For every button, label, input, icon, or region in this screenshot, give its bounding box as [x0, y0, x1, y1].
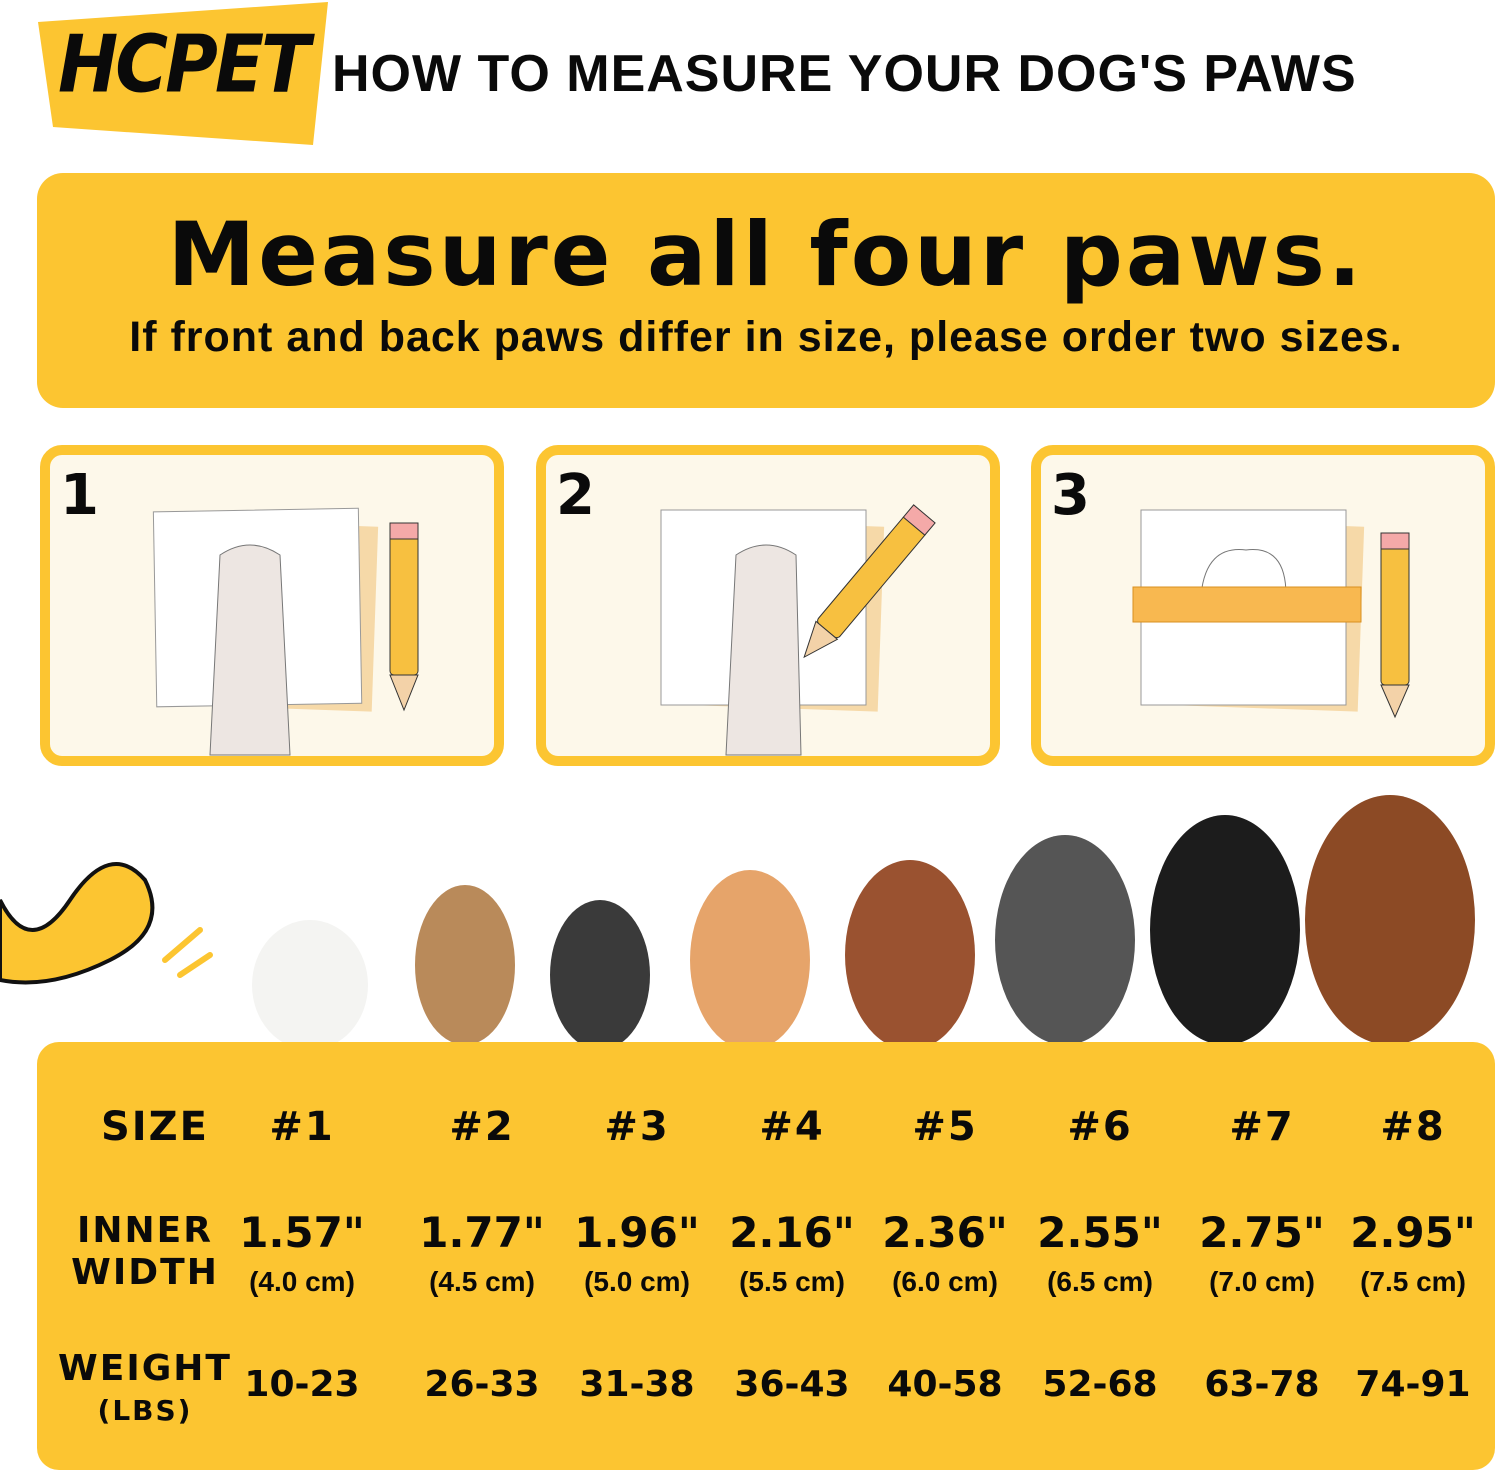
- weight-range: 40-58: [887, 1364, 1003, 1405]
- size-chart: SIZE INNER WIDTH WEIGHT (LBS) #1 1.57" (4.0 …: [37, 1042, 1495, 1470]
- pencil-icon: [1380, 532, 1410, 719]
- inner-width-cm: (6.0 cm): [892, 1266, 998, 1297]
- subline: If front and back paws differ in size, p…: [129, 313, 1403, 361]
- inner-width-inches: 1.57": [239, 1208, 365, 1257]
- weight-label: WEIGHT (LBS): [58, 1348, 232, 1432]
- size-value: #4: [759, 1104, 825, 1150]
- step-2-panel: 2: [536, 445, 1000, 766]
- step-3-panel: 3: [1031, 445, 1495, 766]
- paw-on-paper-illustration: [152, 507, 419, 756]
- inner-width-cm: (7.0 cm): [1209, 1266, 1315, 1297]
- inner-width-cm: (4.5 cm): [429, 1266, 535, 1297]
- weight-range: 26-33: [424, 1364, 540, 1405]
- step-number: 2: [556, 463, 595, 528]
- measure-outline-illustration: [1132, 509, 1410, 719]
- inner-width-inches: 1.77": [419, 1208, 545, 1257]
- dog-shiba: [690, 870, 810, 1045]
- brand-logo: HCPET: [58, 17, 310, 111]
- step-1-panel: 1: [40, 445, 504, 766]
- size-value: #6: [1067, 1104, 1133, 1150]
- inner-width-label: INNER WIDTH: [71, 1210, 219, 1294]
- inner-width-inches: 2.36": [882, 1208, 1008, 1257]
- pencil-icon: [803, 504, 936, 659]
- dog-schnauzer: [550, 900, 650, 1045]
- weight-range: 74-91: [1355, 1364, 1471, 1405]
- logo-background: [38, 2, 328, 145]
- weight-range: 31-38: [579, 1364, 695, 1405]
- dog-rottweiler: [1150, 815, 1300, 1045]
- inner-label: INNER: [77, 1210, 213, 1251]
- dog-yorkie: [415, 885, 515, 1045]
- inner-width-inches: 2.95": [1350, 1208, 1476, 1257]
- inner-width-cm: (6.5 cm): [1047, 1266, 1153, 1297]
- dog-saint-bernard: [1305, 795, 1475, 1045]
- inner-width-inches: 1.96": [574, 1208, 700, 1257]
- weight-range: 63-78: [1204, 1364, 1320, 1405]
- inner-width-cm: (7.5 cm): [1360, 1266, 1466, 1297]
- size-value: #2: [449, 1104, 515, 1150]
- dog-australian-shepherd: [845, 860, 975, 1045]
- size-label: SIZE: [100, 1104, 210, 1150]
- decorative-swoosh: [0, 862, 213, 985]
- size-value: #3: [604, 1104, 670, 1150]
- pencil-icon: [389, 522, 419, 712]
- inner-width-cm: (5.0 cm): [584, 1266, 690, 1297]
- weight-range: 36-43: [734, 1364, 850, 1405]
- weight-range: 10-23: [244, 1364, 360, 1405]
- size-value: #8: [1380, 1104, 1446, 1150]
- trace-paw-illustration: [660, 504, 936, 756]
- step-number: 1: [60, 463, 99, 528]
- size-value: #1: [269, 1104, 335, 1150]
- weight-unit: (LBS): [97, 1394, 193, 1427]
- headline: Measure all four paws.: [167, 203, 1365, 306]
- inner-width-inches: 2.55": [1037, 1208, 1163, 1257]
- weight-range: 52-68: [1042, 1364, 1158, 1405]
- weight-text: WEIGHT: [58, 1348, 232, 1389]
- inner-width-cm: (4.0 cm): [249, 1266, 355, 1297]
- inner-width-inches: 2.75": [1199, 1208, 1325, 1257]
- size-value: #7: [1229, 1104, 1295, 1150]
- dog-husky: [995, 835, 1135, 1045]
- instruction-banner: Measure all four paws. If front and back…: [37, 173, 1495, 408]
- dog-bichon: [252, 920, 368, 1045]
- inner-width-inches: 2.16": [729, 1208, 855, 1257]
- step-number: 3: [1051, 463, 1090, 528]
- page-title: HOW TO MEASURE YOUR DOG'S PAWS: [332, 45, 1357, 103]
- inner-width-cm: (5.5 cm): [739, 1266, 845, 1297]
- ruler-icon: [1132, 586, 1362, 623]
- dog-breeds-row: [252, 795, 1475, 1045]
- width-label: WIDTH: [71, 1252, 219, 1293]
- size-value: #5: [912, 1104, 978, 1150]
